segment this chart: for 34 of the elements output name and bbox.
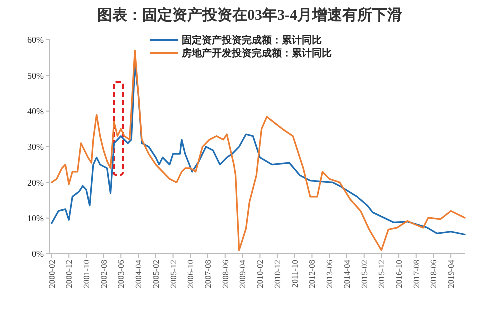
x-tick-label: 2015-02 xyxy=(359,260,370,288)
x-tick-label: 2005-02 xyxy=(150,260,161,288)
x-tick-label: 2007-08 xyxy=(202,260,213,288)
x-tick-label: 2003-06 xyxy=(116,260,126,288)
x-tick-label: 2010-02 xyxy=(255,260,266,288)
x-tick-label: 2016-10 xyxy=(394,260,404,288)
x-tick-label: 2019-04 xyxy=(446,259,456,288)
x-tick-label: 2004-04 xyxy=(134,259,144,288)
chart-title: 图表：固定资产投资在03年3-4月增速有所下滑 xyxy=(98,6,402,24)
x-tick-label: 2010-12 xyxy=(272,260,282,288)
x-tick-label: 2001-10 xyxy=(81,260,92,288)
x-tick-label: 2017-08 xyxy=(411,260,422,288)
x-tick-label: 2014-04 xyxy=(342,259,352,288)
x-tick-label: 2006-10 xyxy=(186,260,196,288)
y-tick-label: 40% xyxy=(28,106,44,116)
legend-label: 固定资产投资完成额：累计同比 xyxy=(182,34,322,46)
legend-label: 房地产开发投资完成额：累计同比 xyxy=(181,48,332,60)
y-tick-label: 20% xyxy=(28,178,44,188)
x-tick-label: 2005-12 xyxy=(168,260,178,288)
y-tick-label: 0% xyxy=(32,249,44,260)
x-tick-label: 2013-06 xyxy=(324,260,335,288)
x-tick-label: 2008-06 xyxy=(220,260,230,288)
x-tick-label: 2015-12 xyxy=(376,260,387,288)
x-tick-label: 2000-02 xyxy=(46,260,57,288)
x-tick-label: 2002-08 xyxy=(98,260,109,288)
x-tick-label: 2018-06 xyxy=(428,260,439,288)
x-tick-label: 2012-08 xyxy=(307,260,318,288)
y-tick-label: 30% xyxy=(28,142,44,152)
y-tick-label: 10% xyxy=(28,213,44,224)
x-tick-label: 2011-10 xyxy=(290,260,300,288)
y-tick-label: 50% xyxy=(28,70,44,81)
x-tick-label: 2000-12 xyxy=(64,260,74,288)
x-tick-label: 2009-04 xyxy=(238,259,248,288)
y-tick-label: 60% xyxy=(28,35,44,46)
